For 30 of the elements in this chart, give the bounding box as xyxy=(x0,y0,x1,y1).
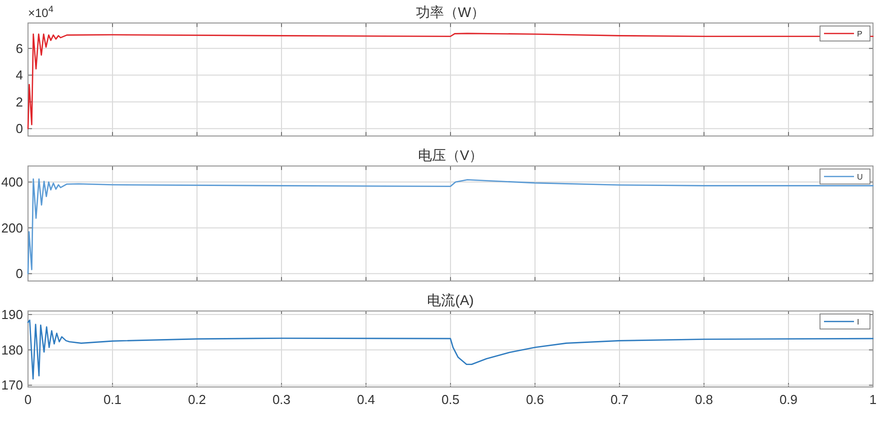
y-tick-label: 400 xyxy=(1,174,23,190)
chart-title: 电压（V） xyxy=(418,147,484,163)
y-tick-label: 0 xyxy=(16,121,23,136)
text: ×10$^{4}$ xyxy=(28,4,54,20)
x-tick-label: 0.4 xyxy=(356,392,376,407)
y-tick-label: 0 xyxy=(16,266,23,282)
line-series xyxy=(27,320,874,380)
y-tick-label: 170 xyxy=(1,378,23,393)
x-tick-label: 0.7 xyxy=(610,392,629,407)
legend-label: I xyxy=(857,318,860,326)
x-tick-label: 0.8 xyxy=(694,392,714,407)
x-tick-label: 0.2 xyxy=(188,392,206,407)
y-tick-label: 4 xyxy=(16,68,23,83)
y-tick-label: 6 xyxy=(16,40,23,56)
legend-label: U xyxy=(857,172,863,182)
x-tick-label: 1 xyxy=(869,392,877,407)
chart-title: 电流(A) xyxy=(427,292,474,308)
y-tick-label: 200 xyxy=(1,220,23,236)
x-tick-label: 0.9 xyxy=(779,392,798,407)
line-series xyxy=(27,178,874,274)
x-tick-label: 0.3 xyxy=(272,392,291,407)
y-tick-label: 2 xyxy=(16,94,23,110)
legend-label: P xyxy=(857,30,862,38)
x-tick-label: 0.5 xyxy=(441,392,460,407)
chart-title: 功率（W） xyxy=(416,4,486,20)
x-tick-label: 0.1 xyxy=(103,392,122,407)
x-tick-label: 0.6 xyxy=(526,392,544,407)
y-tick-label: 180 xyxy=(1,342,23,358)
line-series xyxy=(27,32,874,130)
y-tick-label: 190 xyxy=(1,307,23,322)
